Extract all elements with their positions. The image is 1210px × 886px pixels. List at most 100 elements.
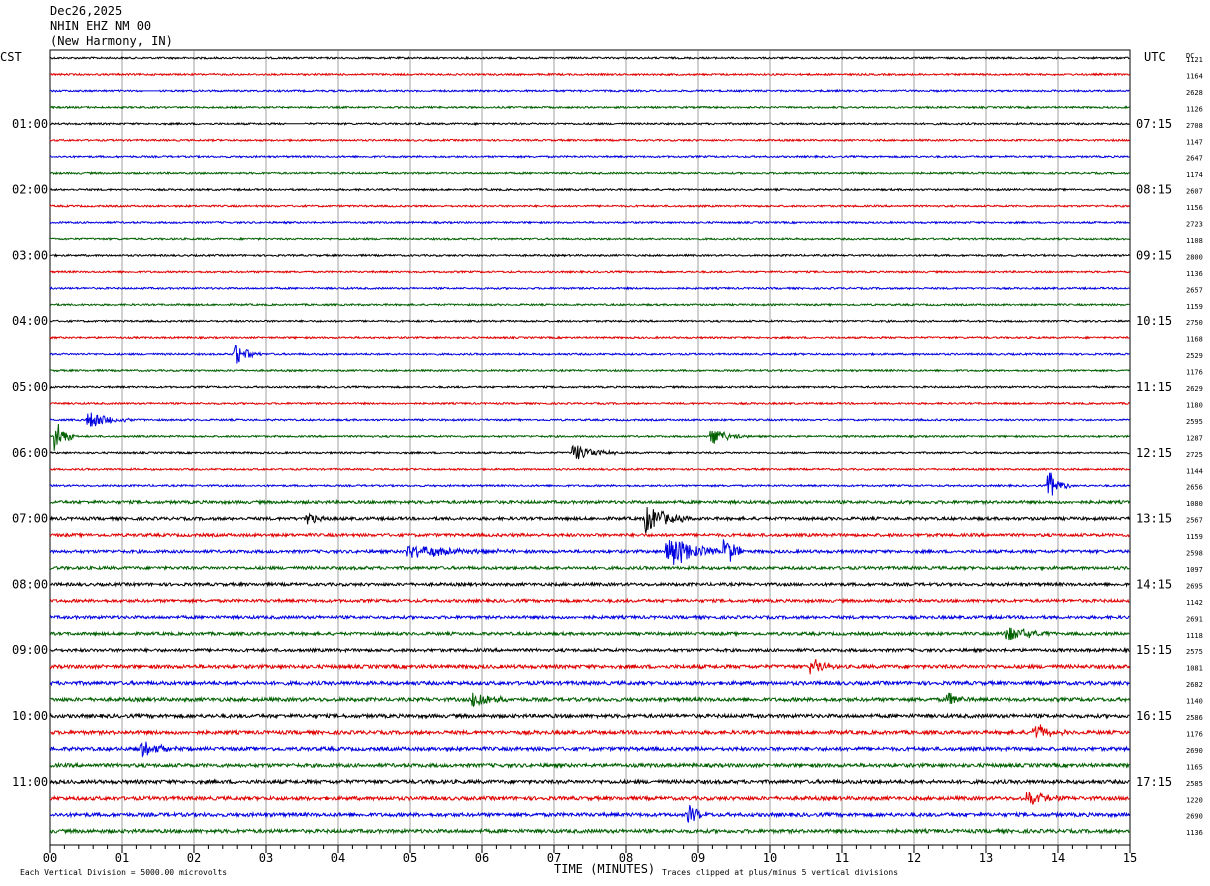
right-hour-label: 12:15 [1136, 446, 1172, 460]
seismic-trace [49, 692, 1130, 708]
dc-offset-label: 2628 [1186, 89, 1203, 97]
seismic-trace [49, 498, 1130, 506]
right-hour-label: 10:15 [1136, 314, 1172, 328]
dc-offset-label: 2708 [1186, 122, 1203, 130]
dc-offset-label: 2607 [1186, 188, 1203, 196]
dc-offset-label: 1136 [1186, 829, 1203, 837]
dc-offset-label: 1176 [1186, 730, 1203, 738]
dc-offset-label: 2800 [1186, 253, 1203, 261]
seismic-trace [49, 658, 1130, 675]
dc-offset-label: 2595 [1186, 418, 1203, 426]
right-hour-label: 09:15 [1136, 248, 1172, 262]
dc-offset-label: 2690 [1186, 813, 1203, 821]
x-tick-label: 07 [547, 851, 561, 865]
plot-frame [49, 49, 1131, 846]
left-hour-label: 04:00 [12, 314, 48, 328]
dc-offset-label: 2656 [1186, 484, 1203, 492]
right-hour-label: 11:15 [1136, 380, 1172, 394]
dc-offset-label: 1080 [1186, 500, 1203, 508]
seismic-trace [49, 220, 1130, 225]
x-tick-label: 08 [619, 851, 633, 865]
right-hour-label: 14:15 [1136, 577, 1172, 591]
dc-offset-label: 1140 [1186, 698, 1203, 706]
right-hour-label: 15:15 [1136, 643, 1172, 657]
time-grid [49, 49, 1131, 846]
x-tick-label: 03 [259, 851, 273, 865]
x-tick-label: 10 [763, 851, 777, 865]
dc-label: DC [1186, 52, 1194, 60]
seismic-trace [50, 597, 1130, 605]
dc-offset-label: 2723 [1186, 221, 1203, 229]
dc-offset-label: 1174 [1186, 171, 1203, 179]
dc-offset-label: 1142 [1186, 599, 1203, 607]
seismic-trace [49, 401, 1130, 406]
left-hour-label: 03:00 [12, 248, 48, 262]
right-hour-labels: 07:15 08:15 09:15 10:15 11:15 12:15 13:15 14:15… [1136, 117, 1172, 789]
dc-offset-label: 2567 [1186, 517, 1203, 525]
dc-offset-label: 2657 [1186, 286, 1203, 294]
seismic-trace [49, 646, 1130, 654]
dc-offset-label: 2690 [1186, 747, 1203, 755]
seismic-trace [49, 627, 1130, 641]
left-hour-label: 05:00 [12, 380, 48, 394]
seismic-trace [49, 187, 1130, 192]
left-hour-label: 06:00 [12, 446, 48, 460]
dc-offset-label: 1159 [1186, 303, 1203, 311]
seismic-trace [49, 170, 1130, 176]
header-date: Dec26,2025 [50, 4, 123, 18]
dc-offset-label: 1164 [1186, 72, 1203, 80]
seismic-trace [49, 138, 1130, 143]
seismic-trace [49, 581, 1130, 588]
dc-offset-label: 2691 [1186, 615, 1203, 623]
seismic-trace [49, 368, 1130, 373]
dc-offset-label: 1220 [1186, 796, 1203, 804]
seismic-trace [49, 335, 1130, 340]
x-tick-label: 09 [691, 851, 705, 865]
x-tick-label: 11 [835, 851, 849, 865]
dc-offset-label: 2682 [1186, 681, 1203, 689]
seismic-trace [49, 55, 1130, 61]
x-tick-label: 02 [187, 851, 201, 865]
right-hour-label: 16:15 [1136, 709, 1172, 723]
seismic-trace [49, 302, 1130, 307]
dc-offset-label: 1147 [1186, 138, 1203, 146]
x-tick-label: 05 [403, 851, 417, 865]
dc-offset-label: 1165 [1186, 763, 1203, 771]
dc-offset-label: 2750 [1186, 319, 1203, 327]
x-tick-label: 04 [331, 851, 345, 865]
seismic-trace [49, 778, 1130, 786]
dc-offset-label: 2575 [1186, 648, 1203, 656]
seismic-trace [50, 88, 1130, 94]
seismic-trace [49, 827, 1130, 835]
dc-offset-label: 2695 [1186, 582, 1203, 590]
x-tick-label: 06 [475, 851, 489, 865]
dc-offset-label: 1097 [1186, 566, 1203, 574]
dc-offset-label: 1118 [1186, 632, 1203, 640]
x-axis: 00 01 02 03 04 05 06 07 08 09 10 11 12 13 14 15 [43, 845, 1137, 865]
seismic-trace [49, 253, 1130, 258]
seismic-trace [49, 423, 1130, 451]
seismic-trace [49, 345, 1130, 364]
dc-offset-label: 1081 [1186, 665, 1203, 673]
dc-offset-label: 1159 [1186, 533, 1203, 541]
dc-offset-label: 2647 [1186, 155, 1203, 163]
dc-offset-label: 1176 [1186, 369, 1203, 377]
right-hour-label: 13:15 [1136, 512, 1172, 526]
seismic-trace [49, 761, 1130, 770]
dc-offset-label: 2725 [1186, 451, 1203, 459]
left-timezone-label: CST [0, 50, 22, 64]
clip-note: Traces clipped at plus/minus 5 vertical … [662, 868, 898, 877]
seismic-trace [49, 507, 1130, 534]
left-hour-label: 11:00 [12, 775, 48, 789]
seismic-trace [49, 539, 1130, 565]
left-hour-label: 10:00 [12, 709, 48, 723]
left-hour-labels: 01:00 02:00 03:00 04:00 05:00 06:00 07:00 08:00… [12, 117, 48, 789]
x-axis-title: TIME (MINUTES) [554, 862, 655, 876]
seismic-trace [49, 444, 1130, 460]
right-hour-label: 08:15 [1136, 183, 1172, 197]
left-hour-label: 02:00 [12, 183, 48, 197]
left-hour-label: 01:00 [12, 117, 48, 131]
seismic-trace [49, 269, 1130, 275]
seismic-trace [49, 564, 1130, 572]
